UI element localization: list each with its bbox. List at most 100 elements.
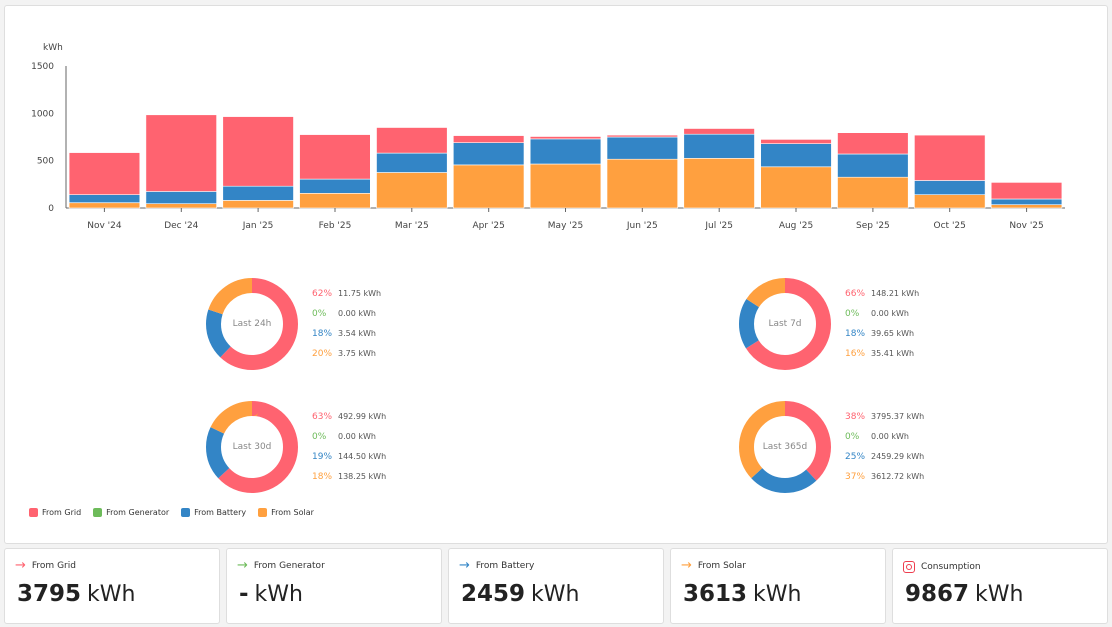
donut-stats: 66% 148.21 kWh 0% 0.00 kWh 18% 39.65 kWh 16% 35… [845,284,919,364]
bar-grid[interactable] [990,182,1063,200]
card-value: 2459 kWh [461,581,579,607]
bar-battery[interactable] [68,194,141,203]
bar-grid[interactable] [760,139,832,144]
x-tick-label: Jul '25 [704,221,733,231]
bar-solar[interactable] [606,158,678,209]
stat-value: 148.21 kWh [871,289,920,298]
stat-percent: 18% [312,329,333,339]
bar-battery[interactable] [452,142,525,166]
bar-grid[interactable] [914,134,986,181]
bar-battery[interactable] [529,138,602,165]
bar-solar[interactable] [529,163,602,209]
card-title: From Battery [475,561,535,571]
bar-solar[interactable] [837,176,909,209]
x-tick-label: Feb '25 [319,221,352,231]
card-header: → From Generator [237,558,325,573]
stat-value: 3612.72 kWh [871,472,925,481]
card-number: 3613 [683,581,748,607]
donut-slice-battery[interactable] [206,401,298,493]
card-title: From Solar [697,561,746,571]
donut-center-label: Last 30d [232,442,272,452]
card-title: From Generator [253,561,325,571]
bar-solar[interactable] [452,164,525,209]
bar-battery[interactable] [760,143,832,168]
card-number: - [239,581,249,607]
donut-chart [206,401,298,493]
card-number: 3795 [17,581,82,607]
stat-value: 492.99 kWh [338,412,387,421]
bar-battery[interactable] [376,152,448,173]
bar-grid[interactable] [452,135,525,144]
bar-grid[interactable] [606,134,678,138]
stat-value: 11.75 kWh [338,289,382,298]
bar-grid[interactable] [376,127,448,154]
bar-grid[interactable] [145,114,217,192]
bar-solar[interactable] [683,158,755,209]
bar-grid[interactable] [837,132,909,155]
bar-grid[interactable] [529,136,602,140]
donut-slice-solar[interactable] [206,278,298,370]
bar-solar[interactable] [68,202,141,209]
legend-swatch [93,508,103,517]
bar-battery[interactable] [837,153,909,178]
stat-row-grid: 38% 3795.37 kWh [845,407,924,427]
arrow-right-icon: → [237,558,248,573]
bar-battery[interactable] [990,198,1063,205]
legend-label: From Grid [42,508,82,517]
stat-row-battery: 18% 3.54 kWh [312,324,381,344]
bar-grid[interactable] [299,134,371,180]
donut-slice-solar[interactable] [739,278,831,370]
bar-battery[interactable] [222,185,294,201]
donut-last-30d: Last 30d 63% 492.99 kWh 0% 0.00 kWh 19% 144.50… [202,397,442,497]
donut-slice-battery[interactable] [739,278,831,370]
card-header: Consumption [903,561,981,573]
consumption-icon [903,561,915,573]
legend-label: From Solar [271,508,314,517]
card-unit: kWh [87,582,136,607]
legend-item-grid[interactable]: From Grid [29,508,81,517]
donut-slice-solar[interactable] [206,401,298,493]
bar-solar[interactable] [990,204,1063,209]
stat-percent: 66% [845,289,866,299]
card-title: From Grid [31,561,76,571]
stat-percent: 20% [312,349,333,359]
legend-label: From Generator [106,508,170,517]
bar-solar[interactable] [145,203,217,209]
x-tick-label: Nov '25 [1009,221,1043,231]
legend-swatch [258,508,268,517]
legend-item-generator[interactable]: From Generator [93,508,169,517]
bar-solar[interactable] [760,166,832,209]
y-tick-label: 1500 [31,62,54,72]
donut-last-24h: Last 24h 62% 11.75 kWh 0% 0.00 kWh 18% 3.54 kW… [202,274,442,374]
bar-battery[interactable] [145,191,217,204]
y-tick-label: 0 [48,204,54,214]
bar-grid[interactable] [222,116,294,187]
stat-value: 0.00 kWh [338,432,376,441]
donut-last-365d: Last 365d 38% 3795.37 kWh 0% 0.00 kWh 25% 2459… [735,397,975,497]
donut-last-7d: Last 7d 66% 148.21 kWh 0% 0.00 kWh 18% 39.65 k… [735,274,975,374]
bar-solar[interactable] [222,200,294,209]
bar-battery[interactable] [914,180,986,195]
stat-value: 144.50 kWh [338,452,387,461]
donut-slice-battery[interactable] [739,401,831,493]
bar-battery[interactable] [299,178,371,194]
donut-stats: 63% 492.99 kWh 0% 0.00 kWh 19% 144.50 kWh 18% 1… [312,407,386,487]
legend-item-battery[interactable]: From Battery [181,508,246,517]
donut-slice-battery[interactable] [206,278,298,370]
stat-value: 0.00 kWh [871,309,909,318]
stat-value: 0.00 kWh [338,309,376,318]
stat-percent: 37% [845,472,866,482]
energy-panel: kWh 0 500 1000 1500 Nov '24 Dec '24 Jan '25 Feb … [4,5,1108,544]
bar-grid[interactable] [683,128,755,135]
bar-solar[interactable] [376,172,448,209]
bar-solar[interactable] [914,194,986,209]
donut-stats: 38% 3795.37 kWh 0% 0.00 kWh 25% 2459.29 kWh 37… [845,407,924,487]
legend-item-solar[interactable]: From Solar [258,508,314,517]
donut-slice-solar[interactable] [739,401,831,493]
bar-battery[interactable] [683,133,755,159]
bar-solar[interactable] [299,193,371,209]
bar-grid[interactable] [68,152,141,196]
stat-value: 0.00 kWh [871,432,909,441]
bar-battery[interactable] [606,136,678,160]
card-value: - kWh [239,581,303,607]
